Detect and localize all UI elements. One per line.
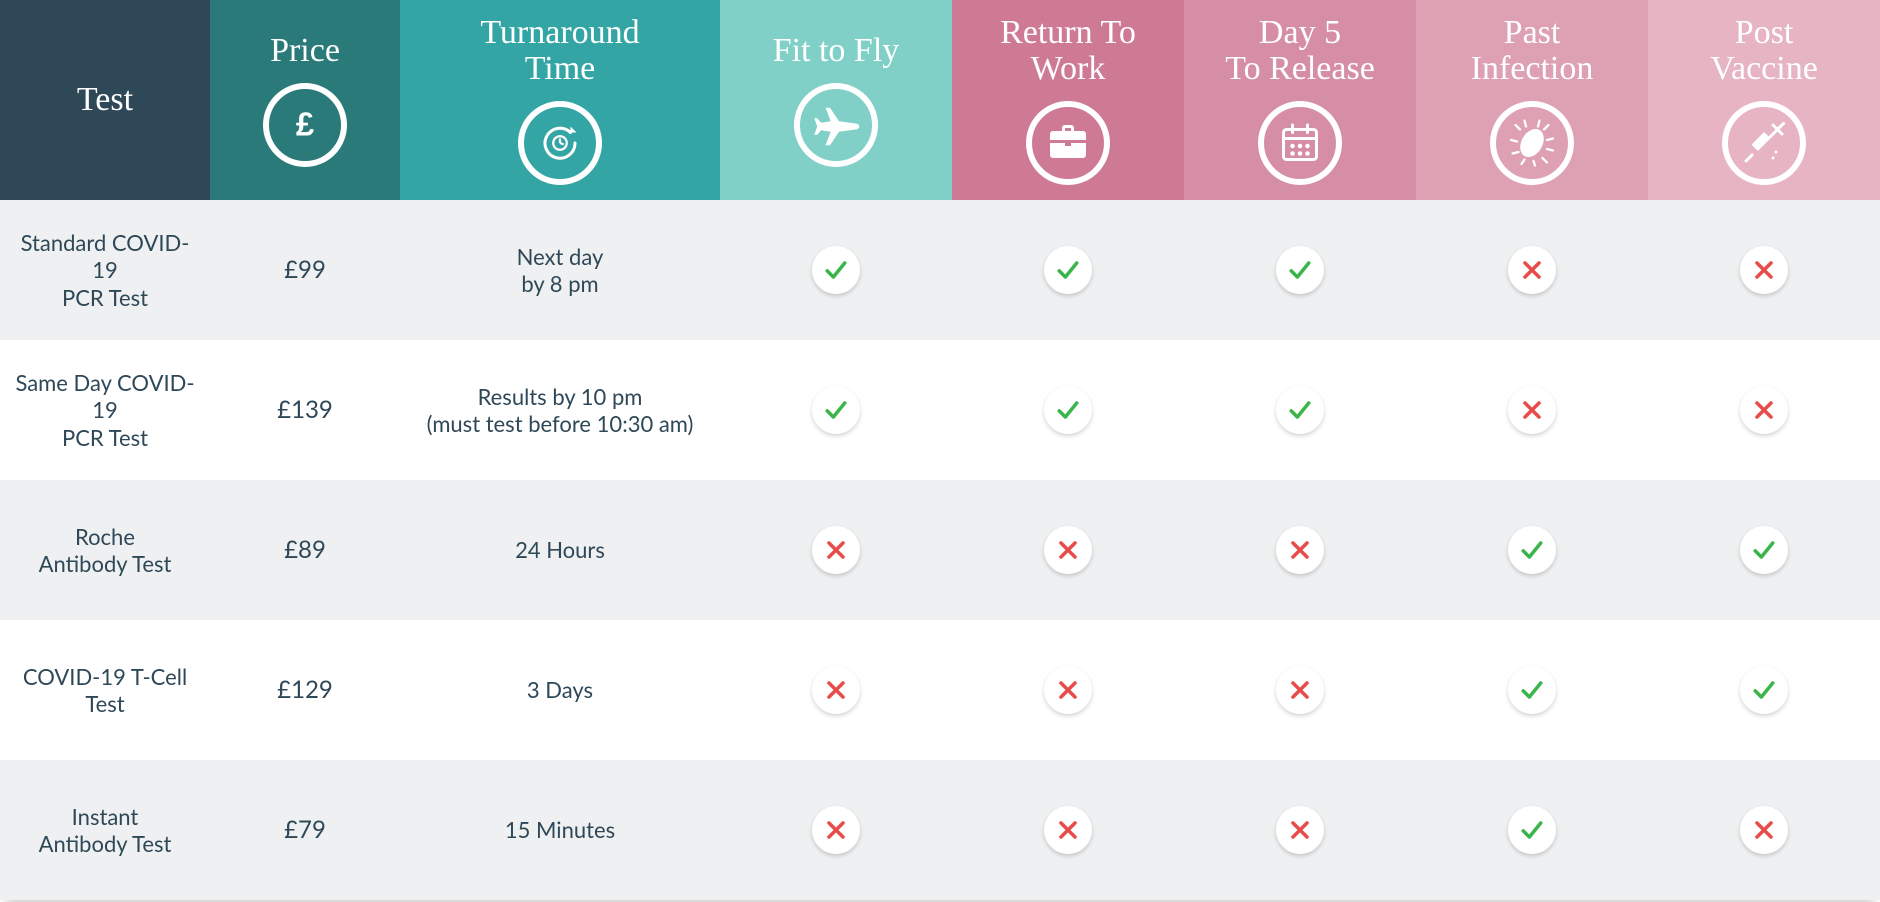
flag-cell [720,200,952,340]
calendar-icon [1258,101,1342,185]
header-title: Return To Work [1000,15,1136,86]
header-title: Past Infection [1471,15,1594,86]
test-name: Instant Antibody Test [0,760,210,900]
header-title: Post Vaccine [1710,15,1818,86]
flag-cell [1416,480,1648,620]
svg-text:£: £ [296,105,315,142]
table-header-row: Test Price £ Turnaround Time Fit to Fly Retur… [0,0,1880,200]
cross-icon [812,526,860,574]
test-price: £99 [210,200,400,340]
cross-icon [1044,806,1092,854]
flag-cell [1416,340,1648,480]
test-price: £89 [210,480,400,620]
turnaround-time: 3 Days [400,620,720,760]
flag-cell [1648,200,1880,340]
check-icon [1508,806,1556,854]
test-price: £129 [210,620,400,760]
flag-cell [1416,760,1648,900]
virus-icon [1490,101,1574,185]
test-name: COVID-19 T-Cell Test [0,620,210,760]
flag-cell [952,340,1184,480]
test-price: £139 [210,340,400,480]
header-title: Day 5 To Release [1225,15,1375,86]
flag-cell [720,760,952,900]
cross-icon [1276,806,1324,854]
header-col-0: Test [0,0,210,200]
cross-icon [812,806,860,854]
cross-icon [1276,526,1324,574]
table-row: Standard COVID-19 PCR Test£99Next day by… [0,200,1880,340]
test-name: Standard COVID-19 PCR Test [0,200,210,340]
flag-cell [1648,340,1880,480]
header-title: Test [77,82,133,118]
flag-cell [1648,760,1880,900]
cross-icon [1276,666,1324,714]
flag-cell [1184,200,1416,340]
flag-cell [1416,620,1648,760]
flag-cell [1184,760,1416,900]
cross-icon [812,666,860,714]
flag-cell [1416,200,1648,340]
header-col-6: Past Infection [1416,0,1648,200]
flag-cell [1648,620,1880,760]
flag-cell [1648,480,1880,620]
flag-cell [1184,620,1416,760]
plane-icon [794,83,878,167]
flag-cell [1184,340,1416,480]
test-name: Roche Antibody Test [0,480,210,620]
flag-cell [952,200,1184,340]
test-price: £79 [210,760,400,900]
cross-icon [1740,806,1788,854]
flag-cell [720,620,952,760]
flag-cell [952,480,1184,620]
header-title: Price [270,33,340,69]
flag-cell [720,340,952,480]
header-title: Fit to Fly [773,33,900,69]
table-row: Roche Antibody Test£8924 Hours [0,480,1880,620]
turnaround-time: Next day by 8 pm [400,200,720,340]
table-row: Same Day COVID-19 PCR Test£139Results by… [0,340,1880,480]
test-name: Same Day COVID-19 PCR Test [0,340,210,480]
header-col-4: Return To Work [952,0,1184,200]
cross-icon [1740,246,1788,294]
check-icon [1044,386,1092,434]
flag-cell [952,620,1184,760]
flag-cell [1184,480,1416,620]
header-col-5: Day 5 To Release [1184,0,1416,200]
header-col-3: Fit to Fly [720,0,952,200]
header-col-1: Price £ [210,0,400,200]
flag-cell [952,760,1184,900]
pound-icon: £ [263,83,347,167]
table-body: Standard COVID-19 PCR Test£99Next day by… [0,200,1880,900]
header-title: Turnaround Time [480,15,639,86]
cross-icon [1508,386,1556,434]
turnaround-time: Results by 10 pm (must test before 10:30… [400,340,720,480]
header-col-2: Turnaround Time [400,0,720,200]
cycle-icon [518,101,602,185]
briefcase-icon [1026,101,1110,185]
check-icon [1740,666,1788,714]
turnaround-time: 15 Minutes [400,760,720,900]
turnaround-time: 24 Hours [400,480,720,620]
header-col-7: Post Vaccine [1648,0,1880,200]
table-row: Instant Antibody Test£7915 Minutes [0,760,1880,900]
check-icon [1044,246,1092,294]
check-icon [1508,666,1556,714]
flag-cell [720,480,952,620]
check-icon [812,246,860,294]
table-row: COVID-19 T-Cell Test£1293 Days [0,620,1880,760]
check-icon [812,386,860,434]
comparison-table: Test Price £ Turnaround Time Fit to Fly Retur… [0,0,1880,900]
cross-icon [1740,386,1788,434]
check-icon [1276,386,1324,434]
cross-icon [1044,526,1092,574]
check-icon [1740,526,1788,574]
cross-icon [1044,666,1092,714]
check-icon [1276,246,1324,294]
syringe-icon [1722,101,1806,185]
cross-icon [1508,246,1556,294]
check-icon [1508,526,1556,574]
